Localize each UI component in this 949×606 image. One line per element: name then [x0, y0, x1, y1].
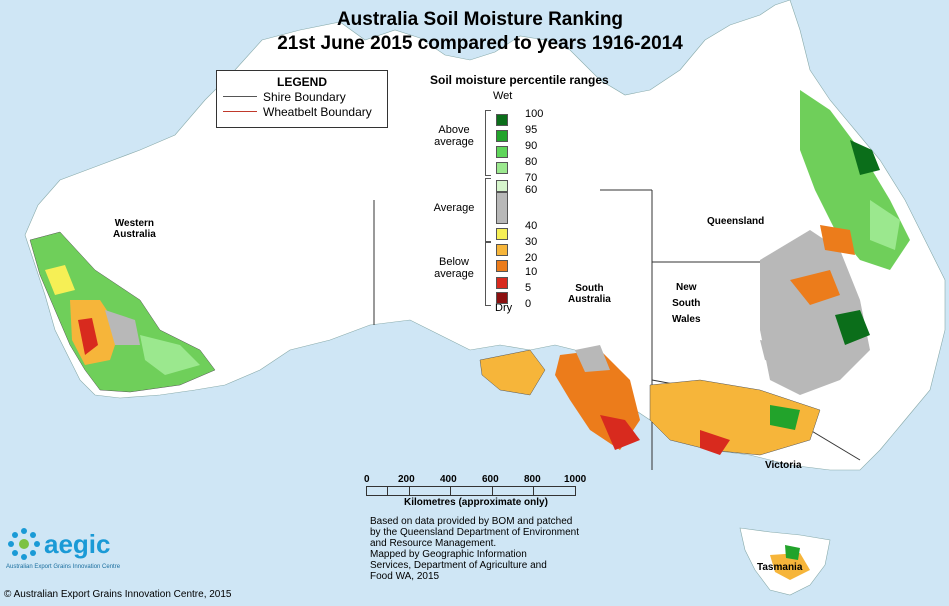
dry-label: Dry — [495, 302, 513, 314]
group-label-line: Above — [438, 124, 470, 136]
group-label-line: Below — [439, 256, 469, 268]
region-label-line: South — [672, 298, 701, 309]
map-title: Australia Soil Moisture Ranking 21st Jun… — [230, 8, 730, 56]
percentile-label: 30 — [525, 236, 538, 248]
credit-line: and Resource Management. — [370, 538, 497, 549]
label-south-australia: South Australia — [568, 283, 611, 305]
percentile-label: 0 — [525, 298, 532, 310]
credit-line: Based on data provided by BOM and patche… — [370, 516, 573, 527]
region-label-line: Australia — [568, 294, 611, 305]
tasmania-region — [770, 545, 810, 580]
swatch-30-40 — [496, 228, 508, 240]
wa-wheatbelt-region — [29, 231, 216, 393]
legend: LEGEND Shire Boundary Wheatbelt Boundary — [216, 70, 388, 128]
percentile-scale: Wet Dry Above average Average Below aver… — [425, 90, 585, 320]
scale-tick: 600 — [482, 474, 499, 485]
group-label-line: average — [434, 268, 474, 280]
swatch-80-90 — [496, 146, 508, 158]
aegic-tagline: Australian Export Grains Innovation Cent… — [6, 564, 121, 570]
swatch-90-95 — [496, 130, 508, 142]
legend-item-label: Shire Boundary — [263, 89, 346, 104]
sa-agricultural-region — [479, 345, 640, 450]
aegic-logo-icon — [8, 528, 40, 560]
percentile-label: 10 — [525, 266, 538, 278]
credit-line: Food WA, 2015 — [370, 571, 440, 582]
scale-bar-graphic — [366, 486, 576, 496]
wheatbelt-boundary-line-icon — [223, 111, 257, 112]
legend-item-label: Wheatbelt Boundary — [263, 104, 372, 119]
scale-tick: 400 — [440, 474, 457, 485]
scale-bar-label: Kilometres (approximate only) — [404, 497, 548, 508]
percentile-label: 40 — [525, 220, 538, 232]
swatch-20-30 — [496, 244, 508, 256]
scale-tick: 0 — [364, 474, 370, 485]
region-label-line: Wales — [672, 314, 701, 325]
percentile-label: 100 — [525, 108, 544, 120]
percentile-label: 70 — [525, 172, 538, 184]
credit-line: Mapped by Geographic Information — [370, 549, 527, 560]
percentile-scale-title: Soil moisture percentile ranges — [430, 73, 609, 87]
label-queensland: Queensland — [707, 216, 765, 227]
group-label-line: Average — [433, 202, 475, 214]
title-line-2: 21st June 2015 compared to years 1916-20… — [277, 33, 683, 54]
swatch-70-80 — [496, 162, 508, 174]
swatch-60-70 — [496, 180, 508, 192]
bracket-above — [485, 110, 491, 176]
percentile-label: 95 — [525, 124, 538, 136]
legend-heading: LEGEND — [276, 75, 327, 89]
aegic-logo-text: aegic — [44, 528, 111, 559]
data-credits: Based on data provided by BOM and patche… — [370, 516, 600, 582]
scale-tick: 200 — [398, 474, 415, 485]
region-label-line: Australia — [113, 229, 156, 240]
region-label-line: New — [675, 282, 697, 293]
legend-item-wheatbelt: Wheatbelt Boundary — [223, 104, 387, 119]
bracket-average — [485, 178, 491, 242]
legend-item-shire: Shire Boundary — [223, 89, 387, 104]
swatch-5-10 — [496, 277, 508, 289]
swatch-10-20 — [496, 260, 508, 272]
percentile-label: 5 — [525, 282, 532, 294]
label-western-australia: Western Australia — [113, 218, 156, 240]
title-line-1: Australia Soil Moisture Ranking — [336, 9, 624, 30]
label-tasmania: Tasmania — [757, 562, 803, 573]
scale-tick: 800 — [524, 474, 541, 485]
percentile-label: 20 — [525, 252, 538, 264]
aegic-logo: aegic Australian Export Grains Innovatio… — [6, 526, 120, 570]
region-label-line: Western — [114, 218, 155, 229]
group-label-line: average — [434, 136, 474, 148]
percentile-label: 90 — [525, 140, 538, 152]
swatch-0-5 — [496, 292, 508, 304]
label-new-south-wales: New South Wales — [672, 280, 701, 328]
scale-bar: 0 200 400 600 800 1000 Kilometres (appro… — [360, 474, 590, 508]
group-label-above: Above average — [425, 124, 483, 148]
credit-line: by the Queensland Department of Environm… — [370, 527, 580, 538]
swatch-95-100 — [496, 114, 508, 126]
group-label-below: Below average — [425, 256, 483, 280]
group-label-average: Average — [425, 202, 483, 214]
percentile-label: 80 — [525, 156, 538, 168]
east-agricultural-region — [649, 90, 910, 456]
credit-line: Services, Department of Agriculture and — [370, 560, 547, 571]
label-victoria: Victoria — [765, 460, 802, 471]
scale-tick: 1000 — [564, 474, 587, 485]
copyright-notice: © Australian Export Grains Innovation Ce… — [4, 589, 232, 600]
percentile-label: 60 — [525, 184, 538, 196]
bracket-below — [485, 242, 491, 306]
wet-label: Wet — [493, 90, 513, 102]
swatch-40-60 — [496, 192, 508, 224]
region-label-line: South — [575, 283, 604, 294]
shire-boundary-line-icon — [223, 96, 257, 97]
